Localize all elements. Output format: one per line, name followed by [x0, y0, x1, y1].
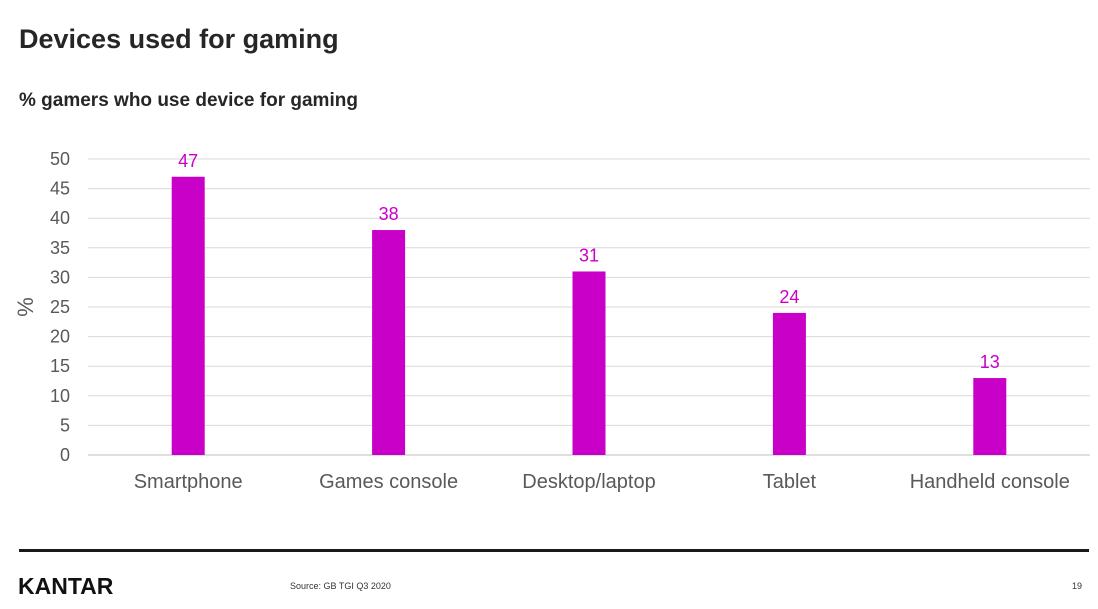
data-label: 47 — [178, 151, 198, 171]
x-tick-label: Handheld console — [910, 471, 1070, 493]
kantar-logo: KANTAR — [18, 573, 114, 599]
x-tick-label: Tablet — [763, 471, 817, 493]
y-tick-label: 30 — [50, 267, 70, 287]
x-tick-label: Smartphone — [134, 471, 243, 493]
y-tick-label: 15 — [50, 356, 70, 376]
chart-subtitle: % gamers who use device for gaming — [19, 90, 358, 111]
x-tick-label: Games console — [319, 471, 458, 493]
y-tick-label: 35 — [50, 238, 70, 258]
y-tick-label: 20 — [50, 327, 70, 347]
data-label: 13 — [980, 352, 1000, 372]
bar — [572, 271, 606, 455]
source-note: Source: GB TGI Q3 2020 — [290, 581, 391, 591]
data-label: 24 — [779, 287, 799, 307]
y-axis-label: % — [13, 297, 38, 317]
y-tick-label: 50 — [50, 149, 70, 169]
bar — [171, 176, 205, 455]
bar — [772, 312, 806, 455]
y-tick-label: 25 — [50, 297, 70, 317]
y-tick-label: 45 — [50, 179, 70, 199]
y-tick-label: 5 — [60, 415, 70, 435]
y-tick-label: 0 — [60, 445, 70, 465]
bar — [973, 378, 1007, 455]
page-title: Devices used for gaming — [19, 24, 339, 54]
footer-divider — [19, 549, 1089, 552]
y-tick-label: 10 — [50, 386, 70, 406]
bar — [372, 230, 406, 455]
bar-chart: 0 5 10 15 20 25 30 35 40 45 50% 47 Smartphone 38 Games… — [13, 149, 1090, 493]
data-label: 31 — [579, 245, 599, 265]
data-label: 38 — [379, 204, 399, 224]
x-tick-label: Desktop/laptop — [522, 471, 655, 493]
y-tick-label: 40 — [50, 208, 70, 228]
page-number: 19 — [1072, 581, 1083, 591]
